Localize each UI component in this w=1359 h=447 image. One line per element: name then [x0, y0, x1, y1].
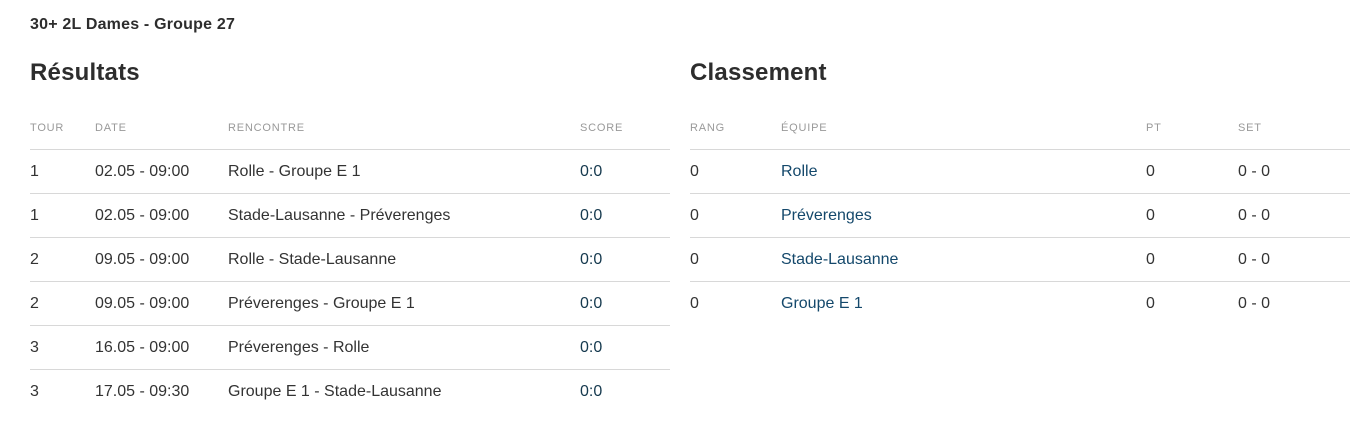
result-score-link[interactable]: 0:0 — [580, 338, 603, 356]
result-date: 09.05 - 09:00 — [95, 250, 190, 268]
result-score-link[interactable]: 0:0 — [580, 294, 603, 312]
standing-rank: 0 — [690, 206, 699, 224]
standing-rank: 0 — [690, 295, 699, 312]
result-match: Préverenges - Groupe E 1 — [228, 294, 415, 312]
team-link[interactable]: Rolle — [781, 162, 818, 180]
result-date: 16.05 - 09:00 — [95, 338, 190, 356]
standing-sets: 0 - 0 — [1238, 162, 1271, 180]
results-table-body: 1 02.05 - 09:00 Rolle - Groupe E 1 0:0 1… — [30, 150, 670, 414]
result-match: Rolle - Groupe E 1 — [228, 162, 361, 180]
standing-rank: 0 — [690, 162, 699, 180]
result-match: Préverenges - Rolle — [228, 338, 370, 356]
result-row: 2 09.05 - 09:00 Rolle - Stade-Lausanne 0… — [30, 238, 670, 282]
result-tour: 3 — [30, 338, 39, 356]
standing-sets: 0 - 0 — [1238, 295, 1271, 312]
result-match: Rolle - Stade-Lausanne — [228, 250, 397, 268]
col-header-date: DATE — [95, 122, 127, 134]
page-title: 30+ 2L Dames - Groupe 27 — [30, 16, 236, 33]
result-score-link[interactable]: 0:0 — [580, 250, 603, 268]
result-row: 3 17.05 - 09:30 Groupe E 1 - Stade-Lausa… — [30, 370, 670, 414]
col-header-score: SCORE — [580, 122, 624, 134]
col-header-rencontre: RENCONTRE — [228, 122, 305, 134]
result-date: 17.05 - 09:30 — [95, 383, 190, 400]
standings-header-row: RANG ÉQUIPE PT SET — [690, 88, 1350, 150]
col-header-tour: TOUR — [30, 122, 65, 134]
result-row: 1 02.05 - 09:00 Stade-Lausanne - Prévere… — [30, 194, 670, 238]
result-date: 02.05 - 09:00 — [95, 206, 190, 224]
standings-heading: Classement — [690, 59, 827, 86]
standing-row: 0 Groupe E 1 0 0 - 0 — [690, 282, 1350, 326]
col-header-equipe: ÉQUIPE — [781, 122, 828, 134]
result-match: Stade-Lausanne - Préverenges — [228, 206, 451, 224]
team-link[interactable]: Groupe E 1 — [781, 295, 863, 312]
standing-row: 0 Préverenges 0 0 - 0 — [690, 194, 1350, 238]
standing-points: 0 — [1146, 295, 1155, 312]
result-tour: 2 — [30, 250, 39, 268]
col-header-rang: RANG — [690, 122, 725, 134]
col-header-pt: PT — [1146, 122, 1162, 134]
result-tour: 3 — [30, 383, 39, 400]
standings-section: Classement RANG ÉQUIPE PT SET 0 Rolle 0 … — [690, 58, 1350, 414]
standing-row: 0 Rolle 0 0 - 0 — [690, 150, 1350, 194]
result-row: 1 02.05 - 09:00 Rolle - Groupe E 1 0:0 — [30, 150, 670, 194]
standing-sets: 0 - 0 — [1238, 250, 1271, 268]
results-section: Résultats TOUR DATE RENCONTRE SCORE 1 02… — [30, 58, 670, 414]
result-date: 02.05 - 09:00 — [95, 162, 190, 180]
result-row: 2 09.05 - 09:00 Préverenges - Groupe E 1… — [30, 282, 670, 326]
result-date: 09.05 - 09:00 — [95, 294, 190, 312]
standings-table-body: 0 Rolle 0 0 - 0 0 Préverenges 0 0 - 0 0 … — [690, 150, 1350, 326]
results-heading: Résultats — [30, 59, 140, 86]
result-match: Groupe E 1 - Stade-Lausanne — [228, 383, 442, 400]
content-columns: Résultats TOUR DATE RENCONTRE SCORE 1 02… — [30, 58, 1359, 414]
result-score-link[interactable]: 0:0 — [580, 162, 603, 180]
team-link[interactable]: Préverenges — [781, 206, 872, 224]
standing-row: 0 Stade-Lausanne 0 0 - 0 — [690, 238, 1350, 282]
standing-points: 0 — [1146, 206, 1155, 224]
result-score-link[interactable]: 0:0 — [580, 383, 603, 400]
result-tour: 2 — [30, 294, 39, 312]
team-link[interactable]: Stade-Lausanne — [781, 250, 899, 268]
result-score-link[interactable]: 0:0 — [580, 206, 603, 224]
page: 30+ 2L Dames - Groupe 27 Résultats TOUR … — [30, 16, 1359, 414]
results-header-row: TOUR DATE RENCONTRE SCORE — [30, 88, 670, 150]
col-header-set: SET — [1238, 122, 1262, 134]
standing-rank: 0 — [690, 250, 699, 268]
standing-points: 0 — [1146, 162, 1155, 180]
result-tour: 1 — [30, 162, 39, 180]
standing-points: 0 — [1146, 250, 1155, 268]
result-row: 3 16.05 - 09:00 Préverenges - Rolle 0:0 — [30, 326, 670, 370]
result-tour: 1 — [30, 206, 39, 224]
standing-sets: 0 - 0 — [1238, 206, 1271, 224]
